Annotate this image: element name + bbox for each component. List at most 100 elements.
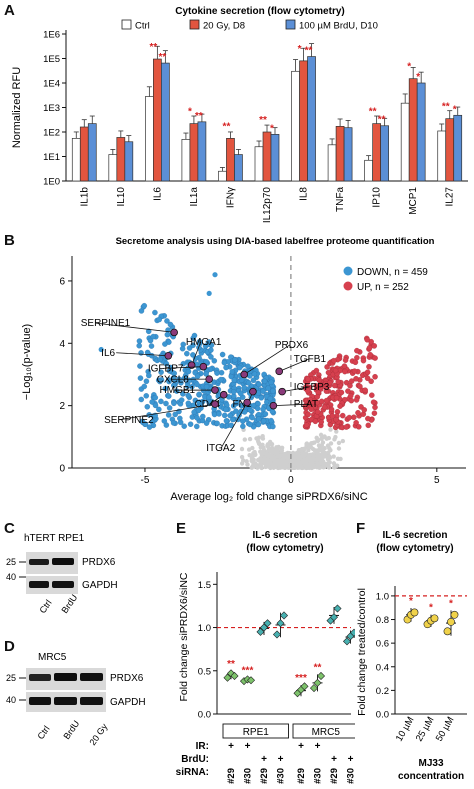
point-up (313, 367, 320, 374)
point-down (261, 378, 268, 385)
point-up (364, 336, 370, 343)
category-label-3: IL1a (189, 187, 200, 207)
f-significance-star: * (409, 596, 413, 607)
bar-IL27-1 (445, 118, 455, 182)
legend-a-label-2: 100 µM BrdU, D10 (299, 21, 378, 32)
chart-f-title-line2: (flow cytometry) (376, 543, 453, 554)
labeled-point-text-PLAT: PLAT (294, 399, 318, 410)
blot-d-lane-20gy: 20 Gy (87, 721, 109, 747)
e-point (272, 630, 282, 639)
point-up (367, 352, 374, 358)
point-down (185, 392, 191, 399)
e-point (226, 669, 236, 678)
point-down (262, 411, 269, 417)
point-ns (340, 438, 346, 444)
label-leader-SERPINE1 (95, 322, 175, 333)
point-down (260, 406, 266, 413)
point-ns (326, 465, 332, 470)
bar-IL1a-2 (197, 121, 207, 182)
point-ns (294, 450, 300, 456)
blot-c-marker-25: 25 (6, 557, 16, 567)
point-up (341, 363, 348, 369)
bar-IP10-1 (372, 123, 381, 182)
bar-IL1b-0 (71, 138, 81, 182)
f-xlabel-line2: concentration (398, 771, 464, 782)
point-down (260, 388, 266, 394)
bar-IFNγ-2 (234, 154, 243, 182)
e-ir-value: + (298, 741, 304, 752)
panel-f-dot-plot: IL-6 secretion (flow cytometry) 0.0 0.2 0.4 0… (356, 530, 467, 782)
point-down (208, 342, 215, 348)
point-down (231, 377, 238, 383)
blot-d-band-gapdh: GAPDH (110, 697, 146, 708)
point-down (236, 364, 243, 371)
bar-IL12p70-0 (254, 146, 264, 182)
point-up (314, 399, 320, 406)
point-down (157, 378, 163, 385)
point-ns (273, 450, 278, 455)
e-point (316, 671, 326, 680)
point-ns (239, 454, 245, 460)
point-up (372, 355, 378, 361)
point-down (255, 421, 262, 428)
blot-d-lane-brdu: BrdU (61, 719, 81, 742)
axis-e-ytick-label: 0.5 (198, 666, 211, 677)
point-up (353, 419, 359, 426)
point-down (190, 342, 196, 349)
label-leader-ITGA2 (220, 402, 248, 449)
blot-d-prdx6-band-20gy (80, 673, 103, 681)
axis-b-ylabel: −Log₁₀(p-value) (21, 324, 33, 400)
bar-IL6-0 (145, 96, 154, 182)
point-down (148, 343, 155, 349)
point-up (348, 378, 355, 384)
point-up (354, 354, 360, 361)
point-down (178, 397, 185, 403)
significance-star: * (270, 123, 274, 134)
point-down (152, 402, 159, 409)
point-down (270, 388, 276, 394)
point-down (203, 420, 210, 426)
point-down (164, 331, 171, 338)
e-point (313, 678, 322, 687)
labeled-point-IGFBP7 (199, 362, 208, 371)
point-ns (260, 433, 265, 439)
blot-d-gapdh-band-brdu (54, 697, 77, 705)
e-row-label-ir: IR: (196, 741, 209, 752)
point-down (267, 395, 274, 402)
point-up (342, 368, 348, 375)
e-point (349, 628, 355, 637)
axis-f-ylabel: Fold change treated/control (356, 588, 368, 716)
f-significance-star: * (429, 603, 433, 614)
significance-star: * (188, 107, 192, 118)
point-up (325, 369, 332, 376)
point-down (180, 391, 186, 397)
point-ns (277, 464, 282, 470)
point-down (238, 402, 245, 409)
point-down (254, 405, 261, 412)
point-up (321, 404, 328, 411)
axis-b-xtick-label: -5 (141, 475, 150, 486)
point-down (260, 418, 267, 424)
point-down (149, 399, 155, 405)
point-up (318, 398, 325, 405)
point-down (192, 397, 199, 404)
labeled-point-text-IL6: IL6 (101, 348, 115, 359)
legend-a-label-0: Ctrl (135, 21, 150, 32)
blot-d-marker-40: 40 (6, 695, 16, 705)
e-cell-box-MRC5 (292, 723, 355, 739)
labeled-point-text-SERPINE2: SERPINE2 (104, 415, 154, 426)
point-up (337, 403, 343, 409)
f-point (447, 617, 455, 626)
labeled-point-text-ITGA2: ITGA2 (206, 443, 235, 454)
bar-IL1a-0 (181, 139, 191, 182)
point-down (232, 357, 238, 363)
e-point (276, 619, 285, 628)
labeled-point-IL6 (164, 351, 173, 360)
point-down (194, 373, 201, 380)
point-down (136, 342, 142, 349)
axis-a-tick-label: 1E5 (43, 54, 60, 65)
blot-d-marker-25: 25 (6, 673, 16, 683)
volcano-points (98, 272, 378, 471)
point-up (366, 363, 372, 370)
point-down (216, 411, 222, 417)
